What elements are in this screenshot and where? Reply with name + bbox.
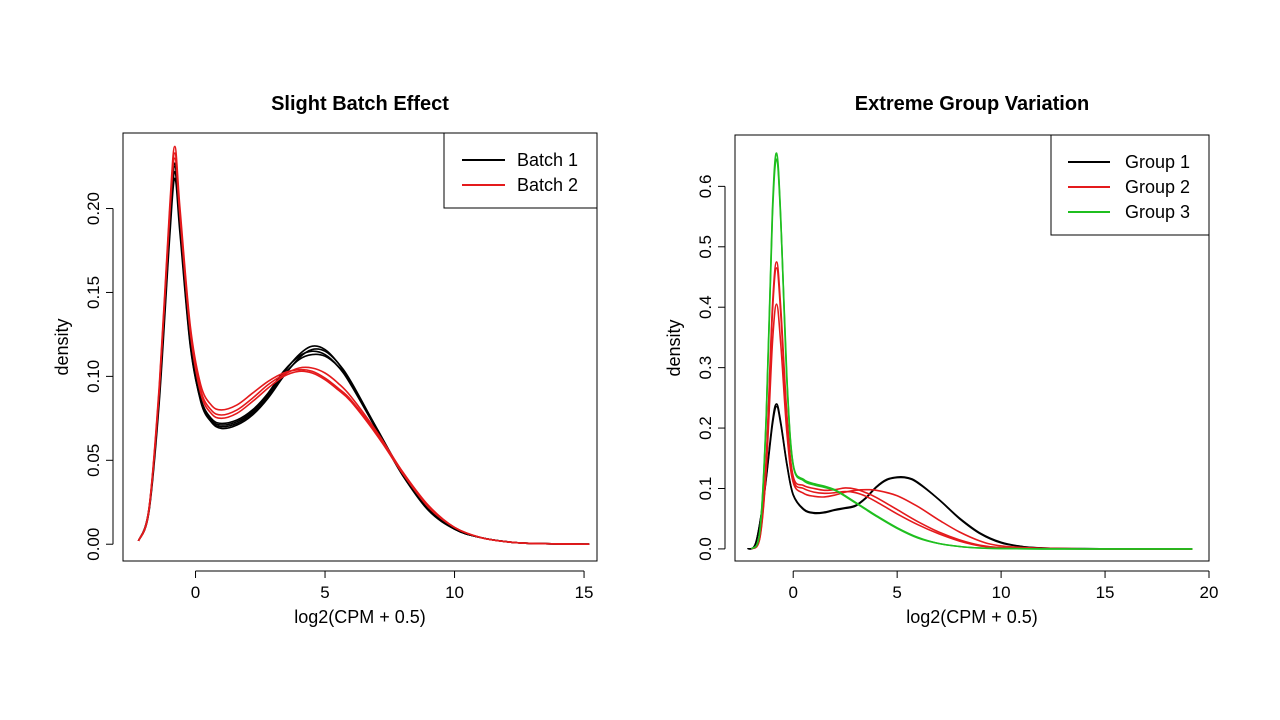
x-tick-label: 10 — [992, 583, 1011, 602]
x-tick-label: 20 — [1200, 583, 1219, 602]
y-axis-label: density — [664, 319, 684, 376]
x-tick-label: 0 — [788, 583, 797, 602]
y-tick-label: 0.0 — [696, 537, 715, 561]
density-curve — [137, 152, 590, 545]
density-curve — [750, 261, 1193, 550]
y-tick-label: 0.3 — [696, 356, 715, 380]
density-curve — [137, 170, 590, 545]
x-tick-label: 15 — [1096, 583, 1115, 602]
density-curve — [747, 405, 1193, 550]
legend-label: Group 2 — [1125, 177, 1190, 197]
chart-title: Extreme Group Variation — [855, 93, 1090, 115]
legend-box — [443, 132, 598, 209]
batch-effect-panel: Slight Batch Effect 0 5 10 15 log2(CPM + 0.5)… — [52, 93, 598, 627]
y-tick-label: 0.6 — [696, 175, 715, 199]
density-curve — [137, 162, 590, 545]
density-curve — [750, 267, 1193, 550]
y-tick-label: 0.00 — [84, 528, 103, 561]
legend-label: Batch 1 — [517, 150, 578, 170]
legend-label: Group 3 — [1125, 202, 1190, 222]
x-axis-label: log2(CPM + 0.5) — [906, 607, 1038, 627]
y-tick-label: 0.20 — [84, 192, 103, 225]
y-tick-label: 0.10 — [84, 360, 103, 393]
plot-frame — [122, 132, 598, 562]
y-tick-label: 0.5 — [696, 235, 715, 259]
legend-box — [1050, 134, 1210, 236]
density-curve — [747, 403, 1193, 550]
density-curve — [750, 303, 1193, 550]
y-tick-label: 0.15 — [84, 276, 103, 309]
group-variation-panel: Extreme Group Variation 0 5 10 15 20 log2(CPM … — [664, 93, 1218, 627]
density-curve — [137, 165, 590, 545]
x-tick-label: 5 — [320, 583, 329, 602]
x-tick-label: 10 — [445, 583, 464, 602]
y-tick-label: 0.2 — [696, 416, 715, 440]
legend-label: Group 1 — [1125, 152, 1190, 172]
y-tick-label: 0.05 — [84, 444, 103, 477]
density-curve — [137, 157, 590, 545]
density-curve — [137, 177, 590, 545]
x-tick-label: 0 — [191, 583, 200, 602]
plot-frame — [734, 134, 1210, 562]
x-tick-label: 15 — [575, 583, 594, 602]
chart-title: Slight Batch Effect — [271, 93, 449, 115]
y-tick-label: 0.4 — [696, 295, 715, 319]
x-tick-label: 5 — [892, 583, 901, 602]
legend-label: Batch 2 — [517, 175, 578, 195]
y-tick-label: 0.1 — [696, 477, 715, 501]
y-axis-label: density — [52, 318, 72, 375]
x-axis-label: log2(CPM + 0.5) — [294, 607, 426, 627]
density-curve — [750, 158, 1193, 550]
